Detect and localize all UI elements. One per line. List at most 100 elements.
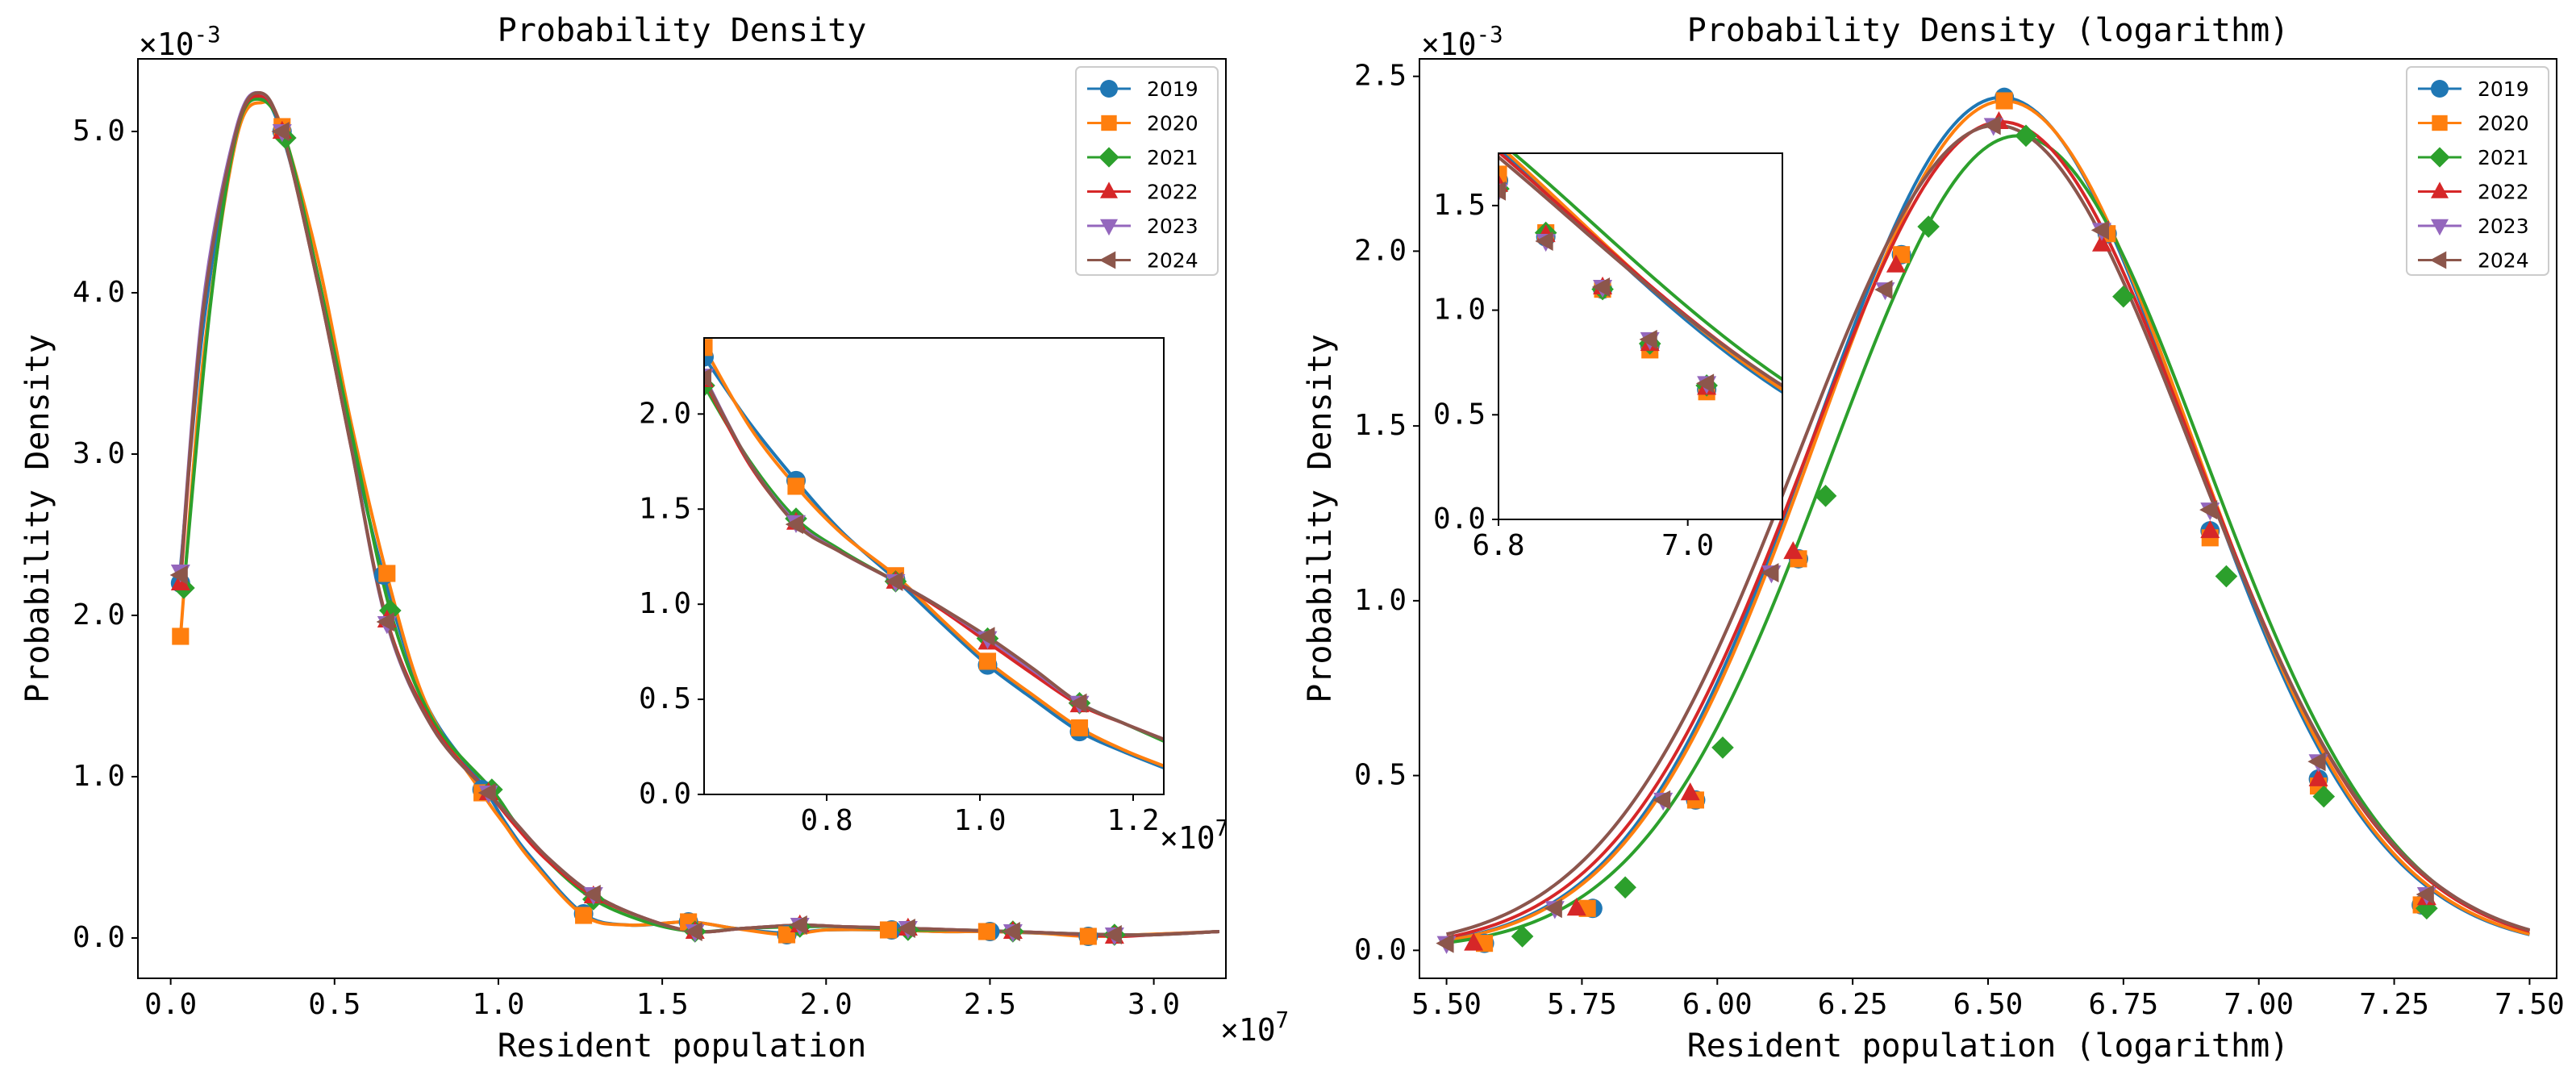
data-point-2024 [1761,563,1779,583]
legend-label-2021: 2021 [1147,146,1198,169]
data-point-2024 [1103,925,1122,944]
y-axis-label: Probability Density [19,334,56,703]
legend-marker-2024 [1098,251,1116,269]
data-point-2021 [1917,215,1940,238]
x-axis-label: Resident population (logarithm) [1687,1028,2290,1065]
main-xtick-label: 7.00 [2224,988,2294,1021]
data-point-2024 [2307,752,2326,772]
legend-marker-2023 [2431,219,2449,236]
inset-point-2024 [885,571,903,591]
main-xtick-label: 1.0 [472,988,524,1021]
data-point-2024 [582,885,601,904]
legend-label-2024: 2024 [1147,249,1198,273]
inset-x-offset-label-base: ×10 [1160,820,1215,856]
inset-ytick-label: 0.5 [639,682,691,715]
main-xtick-label: 6.75 [2089,988,2159,1021]
x-offset-label-base: ×10 [1220,1012,1276,1048]
y-offset-label: ×10-3 [139,23,221,62]
inset-xtick-label: 0.8 [800,804,852,837]
series-line-2020 [178,100,1219,939]
main-ytick-label: 2.0 [73,598,125,632]
inset-ytick-label: 1.0 [1433,294,1486,327]
inset-ytick-label: 1.5 [639,492,691,525]
main-ytick-label: 5.0 [73,115,125,148]
inset-line-2024 [1498,155,1782,388]
inset-xtick-label: 1.2 [1107,804,1159,837]
inset-plot-area [1498,153,1782,401]
main-xtick-label: 2.0 [800,988,852,1021]
legend-label-2023: 2023 [2478,215,2529,238]
inset-ytick-label: 2.0 [639,397,691,430]
main-xtick-label: 7.25 [2359,988,2429,1021]
data-point-2024 [1982,115,2001,135]
main-xtick-label: 6.50 [1953,988,2024,1021]
legend-marker-2022 [1100,181,1118,198]
data-point-2022 [1680,782,1700,801]
main-xtick-label: 5.50 [1411,988,1482,1021]
inset-frame [703,337,1165,795]
inset-plot-area [704,339,1164,769]
inset-ytick-label: 1.5 [1433,189,1486,222]
inset: 0.8 1.0 1.2 0.0 0.5 1.0 1.5 2.0 ×107 [639,337,1228,856]
inset-point-2020 [1070,719,1089,737]
main-ytick-label: 2.0 [1354,234,1407,267]
inset-ytick-label: 0.5 [1433,398,1486,431]
inset-point-2024 [1069,693,1087,713]
inset-ytick-label: 0.0 [1433,502,1486,536]
data-point-2020 [879,921,898,939]
legend-label-2022: 2022 [2478,181,2529,204]
plot-area [169,90,1219,946]
plot-area [1436,87,2530,954]
inset-x-offset-label-exp: 7 [1215,816,1228,841]
series-line-2021 [1446,134,2530,944]
data-point-2022 [2200,519,2220,539]
x-axis-label: Resident population [498,1028,867,1065]
data-point-2021 [1614,876,1636,899]
inset-point-2024 [1498,181,1506,201]
data-point-2021 [2112,285,2135,308]
inset-line-2021 [1511,153,1782,381]
data-point-2021 [2312,785,2336,808]
inset-point-2020 [704,339,713,356]
inset-bg [1498,153,1782,519]
data-point-2020 [378,565,396,582]
main-ytick-label: 0.0 [1354,933,1407,966]
data-point-2020 [1079,928,1097,945]
inset-point-2020 [1498,165,1507,183]
legend-marker-2020 [1101,115,1117,131]
data-point-2021 [2215,565,2238,588]
main-xtick-label: 6.25 [1818,988,1888,1021]
legend-marker-2021 [1098,147,1119,168]
data-point-2021 [1511,925,1534,948]
data-point-2024 [684,922,702,941]
data-point-2022 [1886,254,1906,273]
inset-point-2024 [977,627,995,647]
main-xtick-label: 3.0 [1128,988,1180,1021]
data-point-2021 [2015,124,2037,148]
main-ytick-label: 0.5 [1354,759,1407,792]
main-ytick-label: 3.0 [73,437,125,470]
legend-label-2022: 2022 [1147,181,1198,204]
data-point-2024 [1874,280,1893,300]
legend-marker-2021 [2429,147,2450,168]
data-point-2020 [172,627,190,645]
data-point-2024 [1652,790,1671,810]
legend: 2019 2020 2021 2022 2023 2024 [2406,66,2549,276]
legend-marker-2019 [1100,80,1118,98]
main-ytick-label: 4.0 [73,276,125,309]
y-offset-label: ×10-3 [1421,23,1503,62]
chart-1: 0.0 0.5 1.0 1.5 2.0 2.5 3.0 0.0 1.0 2.0 3.0 4.0 5.0 P… [19,12,1289,1065]
chart-title: Probability Density (logarithm) [1687,12,2290,49]
main-xtick-label: 5.75 [1547,988,1617,1021]
y-offset-label-base: ×10 [139,27,194,62]
series-line-2019 [1446,95,2530,942]
main-xtick-label: 0.0 [144,988,197,1021]
legend-label-2019: 2019 [1147,77,1198,101]
x-offset-label-exp: 7 [1276,1008,1289,1033]
data-point-2024 [271,122,290,141]
y-offset-label-exp: -3 [1477,23,1503,48]
inset-point-2024 [1639,329,1657,349]
data-point-2021 [379,599,402,622]
